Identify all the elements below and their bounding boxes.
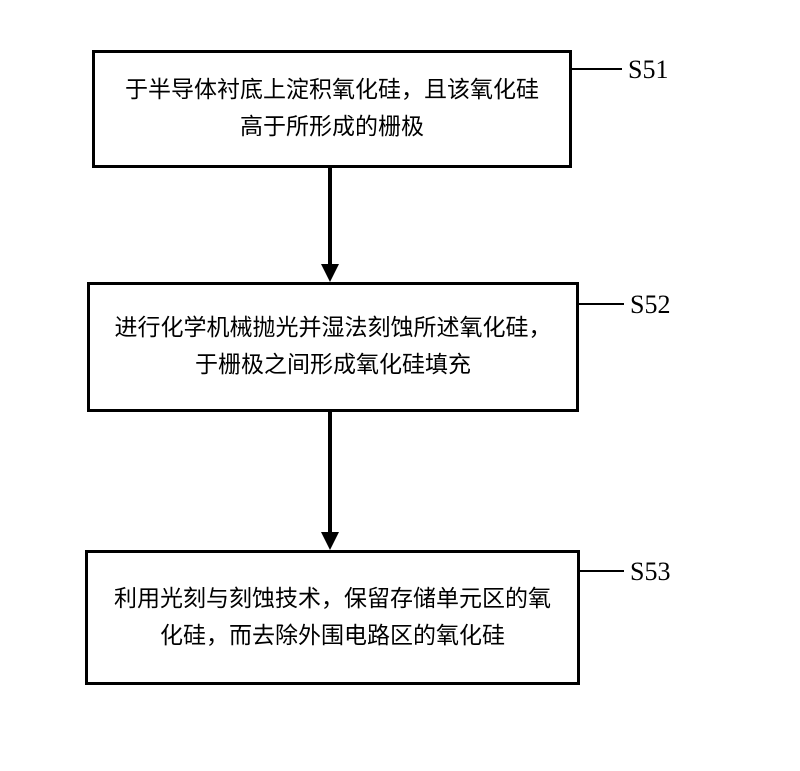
- flow-label-s53: S53: [630, 557, 670, 587]
- arrow-s51-s52-line: [328, 168, 332, 264]
- leader-line-s52: [579, 303, 624, 305]
- arrow-s51-s52-head: [321, 264, 339, 282]
- flow-node-s51: 于半导体衬底上淀积氧化硅，且该氧化硅高于所形成的栅极: [92, 50, 572, 168]
- flow-node-s53: 利用光刻与刻蚀技术，保留存储单元区的氧化硅，而去除外围电路区的氧化硅: [85, 550, 580, 685]
- flowchart-canvas: 于半导体衬底上淀积氧化硅，且该氧化硅高于所形成的栅极 S51 进行化学机械抛光并…: [0, 0, 800, 771]
- leader-line-s53: [580, 570, 624, 572]
- flow-node-s53-text: 利用光刻与刻蚀技术，保留存储单元区的氧化硅，而去除外围电路区的氧化硅: [108, 581, 557, 655]
- leader-line-s51: [572, 68, 622, 70]
- flow-label-s52: S52: [630, 290, 670, 320]
- flow-label-s51: S51: [628, 55, 668, 85]
- flow-node-s51-text: 于半导体衬底上淀积氧化硅，且该氧化硅高于所形成的栅极: [115, 72, 549, 146]
- arrow-s52-s53-head: [321, 532, 339, 550]
- flow-node-s52-text: 进行化学机械抛光并湿法刻蚀所述氧化硅，于栅极之间形成氧化硅填充: [110, 310, 556, 384]
- arrow-s52-s53-line: [328, 412, 332, 532]
- flow-node-s52: 进行化学机械抛光并湿法刻蚀所述氧化硅，于栅极之间形成氧化硅填充: [87, 282, 579, 412]
